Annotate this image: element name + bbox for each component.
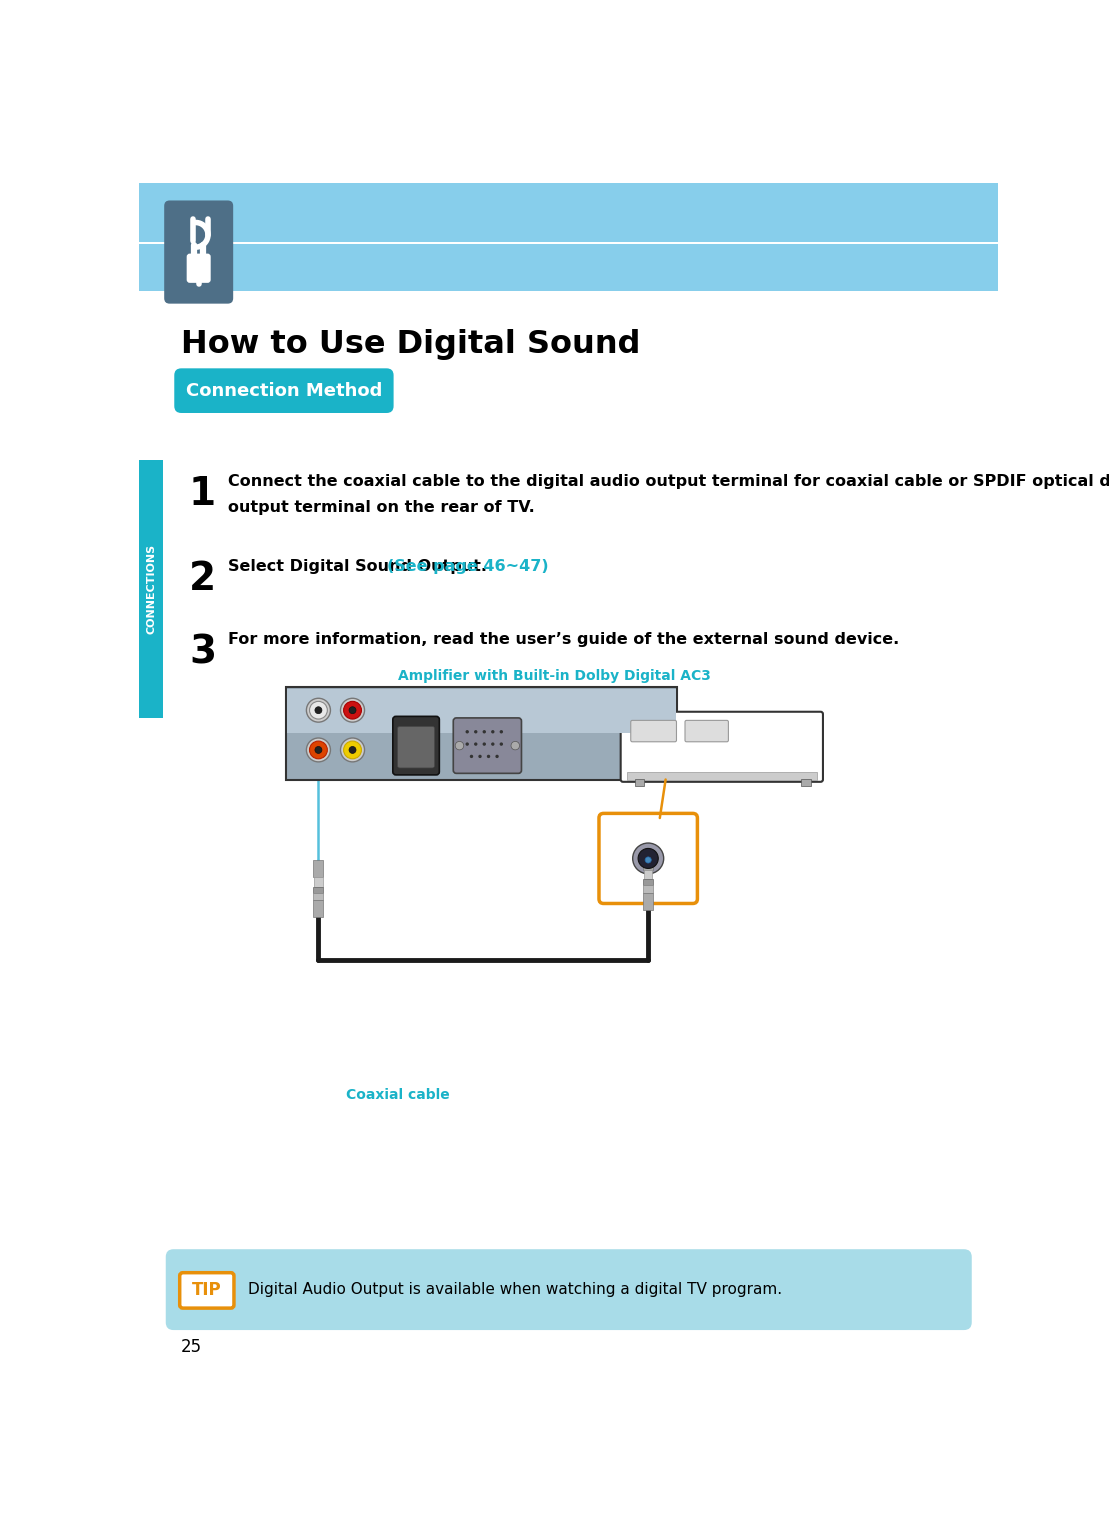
- Circle shape: [466, 730, 469, 734]
- Circle shape: [344, 702, 362, 719]
- Circle shape: [315, 707, 322, 714]
- Bar: [314, 877, 323, 886]
- FancyBboxPatch shape: [631, 720, 676, 742]
- Text: 1: 1: [189, 475, 216, 513]
- Circle shape: [496, 755, 499, 758]
- Circle shape: [500, 730, 503, 734]
- FancyBboxPatch shape: [621, 711, 823, 781]
- Text: TIP: TIP: [192, 1281, 222, 1299]
- FancyBboxPatch shape: [454, 717, 521, 774]
- Bar: [139, 183, 998, 291]
- Text: Coaxial cable: Coaxial cable: [346, 1087, 449, 1101]
- Text: Connect the coaxial cable to the digital audio output terminal for coaxial cable: Connect the coaxial cable to the digital…: [227, 474, 1109, 489]
- Circle shape: [474, 730, 478, 734]
- Bar: [139, 242, 998, 244]
- Circle shape: [466, 742, 469, 746]
- Circle shape: [455, 742, 464, 749]
- FancyBboxPatch shape: [599, 813, 698, 903]
- Bar: [287, 688, 675, 733]
- Circle shape: [482, 730, 486, 734]
- Text: For more information, read the user’s guide of the external sound device.: For more information, read the user’s gu…: [227, 632, 899, 647]
- Bar: [314, 892, 324, 900]
- Circle shape: [340, 698, 365, 722]
- FancyBboxPatch shape: [286, 687, 678, 780]
- Text: output terminal on the rear of TV.: output terminal on the rear of TV.: [227, 500, 535, 515]
- Bar: [139, 460, 163, 717]
- Circle shape: [511, 742, 519, 749]
- Circle shape: [500, 742, 503, 746]
- Circle shape: [478, 755, 481, 758]
- Circle shape: [487, 755, 490, 758]
- Text: Connection Method: Connection Method: [185, 382, 383, 399]
- Circle shape: [470, 755, 474, 758]
- Circle shape: [315, 746, 322, 754]
- Circle shape: [306, 698, 330, 722]
- Bar: [314, 860, 324, 877]
- FancyBboxPatch shape: [397, 726, 435, 768]
- Circle shape: [309, 742, 327, 758]
- Text: Amplifier with Built-in Dolby Digital AC3: Amplifier with Built-in Dolby Digital AC…: [398, 669, 711, 684]
- Bar: [643, 879, 653, 885]
- Bar: [627, 772, 816, 780]
- Circle shape: [638, 848, 659, 868]
- Text: 25: 25: [181, 1337, 202, 1355]
- FancyBboxPatch shape: [174, 369, 394, 413]
- Text: CONNECTIONS: CONNECTIONS: [146, 544, 156, 634]
- Bar: [314, 900, 324, 917]
- Circle shape: [349, 707, 356, 714]
- FancyBboxPatch shape: [186, 254, 211, 283]
- FancyBboxPatch shape: [180, 1273, 234, 1308]
- FancyBboxPatch shape: [393, 716, 439, 775]
- Circle shape: [482, 742, 486, 746]
- Text: Select Digital Sound Output.: Select Digital Sound Output.: [227, 559, 492, 574]
- Bar: [643, 892, 653, 909]
- Circle shape: [491, 742, 495, 746]
- Bar: [801, 778, 811, 786]
- Circle shape: [474, 742, 478, 746]
- Bar: [634, 778, 644, 786]
- Circle shape: [309, 702, 327, 719]
- Bar: [643, 885, 653, 892]
- Circle shape: [340, 739, 365, 762]
- Circle shape: [344, 742, 362, 758]
- Text: 3: 3: [189, 634, 216, 672]
- Bar: [314, 886, 324, 892]
- FancyBboxPatch shape: [165, 1249, 971, 1330]
- Circle shape: [645, 857, 651, 864]
- Circle shape: [349, 746, 356, 754]
- Circle shape: [306, 739, 330, 762]
- Text: Digital Audio Output is available when watching a digital TV program.: Digital Audio Output is available when w…: [248, 1282, 782, 1298]
- Bar: [644, 870, 652, 879]
- FancyBboxPatch shape: [685, 720, 729, 742]
- Circle shape: [633, 844, 663, 874]
- FancyBboxPatch shape: [164, 201, 233, 303]
- Text: How to Use Digital Sound: How to Use Digital Sound: [181, 329, 641, 359]
- Bar: [643, 853, 653, 870]
- Text: 2: 2: [189, 560, 216, 599]
- Text: (See page 46~47): (See page 46~47): [387, 559, 548, 574]
- Circle shape: [491, 730, 495, 734]
